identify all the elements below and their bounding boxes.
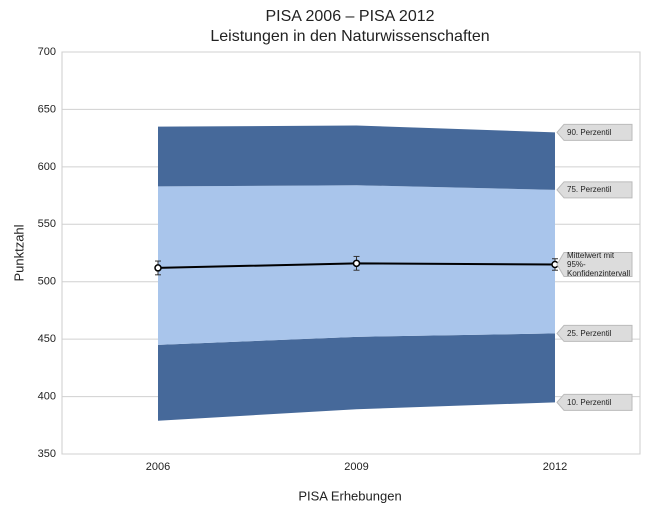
y-tick-label: 450 xyxy=(38,333,56,345)
callout-box xyxy=(556,251,633,277)
callout-label: 90. Perzentil xyxy=(567,127,612,137)
y-tick-label: 700 xyxy=(38,46,56,58)
x-tick-label: 2009 xyxy=(344,461,368,473)
callout-label: 75. Perzentil xyxy=(567,185,612,195)
callout-box xyxy=(556,393,633,411)
y-tick-label: 600 xyxy=(38,161,56,173)
callout: 10. Perzentil xyxy=(567,397,612,407)
y-tick-label: 350 xyxy=(38,448,56,460)
callout-box xyxy=(556,324,633,342)
x-tick-label: 2012 xyxy=(543,461,567,473)
callout: Mittelwert mit 95%-Konfidenzintervall xyxy=(567,252,631,277)
callout-box xyxy=(556,181,633,199)
callout-box xyxy=(556,123,633,141)
callout-label: 25. Perzentil xyxy=(567,328,612,338)
x-tick-label: 2006 xyxy=(146,461,170,473)
callout: 90. Perzentil xyxy=(567,127,612,137)
mean-marker xyxy=(154,264,162,272)
mean-marker xyxy=(352,259,361,268)
chart-title: PISA 2006 – PISA 2012 xyxy=(265,8,434,25)
y-tick-label: 650 xyxy=(38,103,56,115)
percentile-band xyxy=(158,125,555,190)
callout-label: 10. Perzentil xyxy=(567,397,612,407)
chart-subtitle: Leistungen in den Naturwissenschaften xyxy=(210,28,489,45)
y-axis-label: Punktzahl xyxy=(11,224,26,281)
callout: 75. Perzentil xyxy=(567,185,612,195)
percentile-band xyxy=(158,333,555,421)
callout: 25. Perzentil xyxy=(567,328,612,338)
x-axis-label: PISA Erhebungen xyxy=(298,488,401,503)
y-tick-label: 400 xyxy=(38,390,56,402)
callout-label: Mittelwert mit 95%-Konfidenzintervall xyxy=(567,252,631,277)
y-tick-label: 550 xyxy=(38,218,56,230)
y-tick-label: 500 xyxy=(38,276,56,288)
